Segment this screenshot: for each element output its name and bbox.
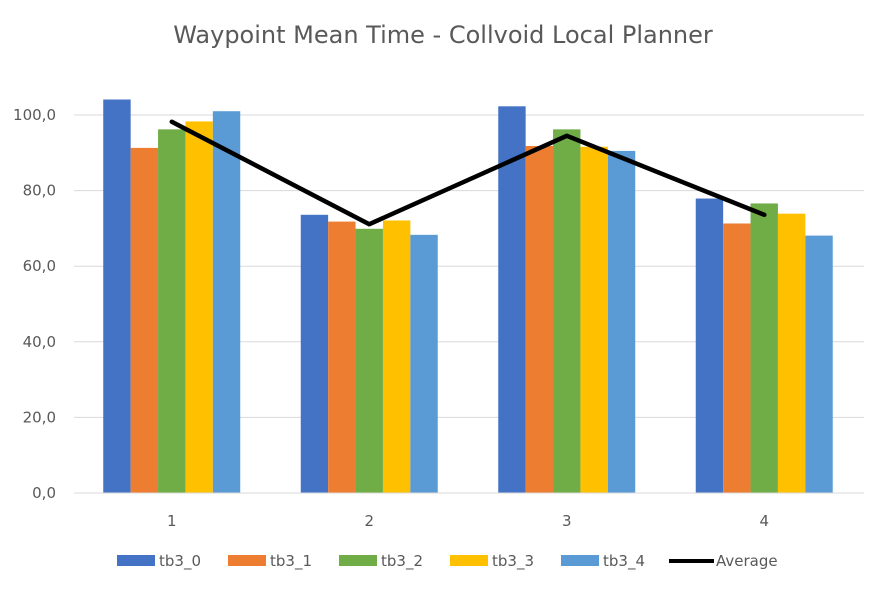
y-tick-label: 100,0 bbox=[13, 106, 56, 124]
legend-label: Average bbox=[716, 552, 778, 570]
bar-tb3_3-3 bbox=[580, 146, 608, 493]
legend-swatch-tb3_2 bbox=[339, 555, 377, 566]
bar-tb3_1-3 bbox=[525, 145, 554, 493]
bar-tb3_2-3 bbox=[553, 129, 581, 493]
legend-swatch-tb3_0 bbox=[117, 555, 155, 566]
legend-label: tb3_2 bbox=[381, 552, 423, 571]
bar-tb3_0-4 bbox=[695, 198, 724, 493]
bar-tb3_4-2 bbox=[410, 234, 438, 494]
bar-tb3_2-1 bbox=[158, 129, 186, 493]
average-line bbox=[169, 119, 767, 227]
bar-tb3_1-1 bbox=[130, 147, 159, 494]
bar-tb3_4-3 bbox=[607, 150, 636, 493]
bar-tb3_1-4 bbox=[723, 223, 751, 493]
bar-tb3_3-2 bbox=[382, 220, 411, 493]
x-tick-label: 4 bbox=[759, 512, 769, 530]
axes: 0,0 20,0 40,0 60,0 80,0 100,0 1 2 3 4 bbox=[13, 106, 864, 530]
legend-label: tb3_1 bbox=[270, 552, 312, 571]
bar-tb3_0-1 bbox=[103, 99, 131, 493]
bar-tb3_3-4 bbox=[777, 213, 806, 493]
y-tick-label: 20,0 bbox=[23, 408, 56, 426]
x-tick-label: 2 bbox=[364, 512, 374, 530]
x-tick-label: 1 bbox=[167, 512, 177, 530]
bar-tb3_2-4 bbox=[750, 203, 778, 493]
legend-label: tb3_0 bbox=[159, 552, 201, 571]
bar-tb3_0-2 bbox=[300, 214, 329, 494]
bar-tb3_4-1 bbox=[212, 111, 241, 493]
bar-tb3_2-2 bbox=[355, 228, 383, 493]
x-tick-label: 3 bbox=[562, 512, 572, 530]
bar-tb3_3-1 bbox=[185, 121, 213, 494]
bar-tb3_1-2 bbox=[328, 221, 356, 493]
y-tick-label: 80,0 bbox=[23, 182, 56, 200]
legend: tb3_0 tb3_1 tb3_2 tb3_3 tb3_4 Average bbox=[117, 552, 778, 571]
y-tick-label: 60,0 bbox=[23, 257, 56, 275]
y-tick-label: 40,0 bbox=[23, 333, 56, 351]
bar-tb3_0-3 bbox=[498, 106, 526, 493]
average-line-group bbox=[169, 119, 767, 227]
legend-swatch-tb3_3 bbox=[450, 555, 488, 566]
legend-swatch-tb3_1 bbox=[228, 555, 266, 566]
legend-swatch-tb3_4 bbox=[561, 555, 599, 566]
bar-group bbox=[103, 99, 833, 494]
bar-tb3_4-4 bbox=[805, 235, 833, 493]
chart-title: Waypoint Mean Time - Collvoid Local Plan… bbox=[173, 21, 713, 49]
legend-label: tb3_3 bbox=[492, 552, 534, 571]
y-tick-label: 0,0 bbox=[32, 484, 56, 502]
legend-label: tb3_4 bbox=[603, 552, 645, 571]
